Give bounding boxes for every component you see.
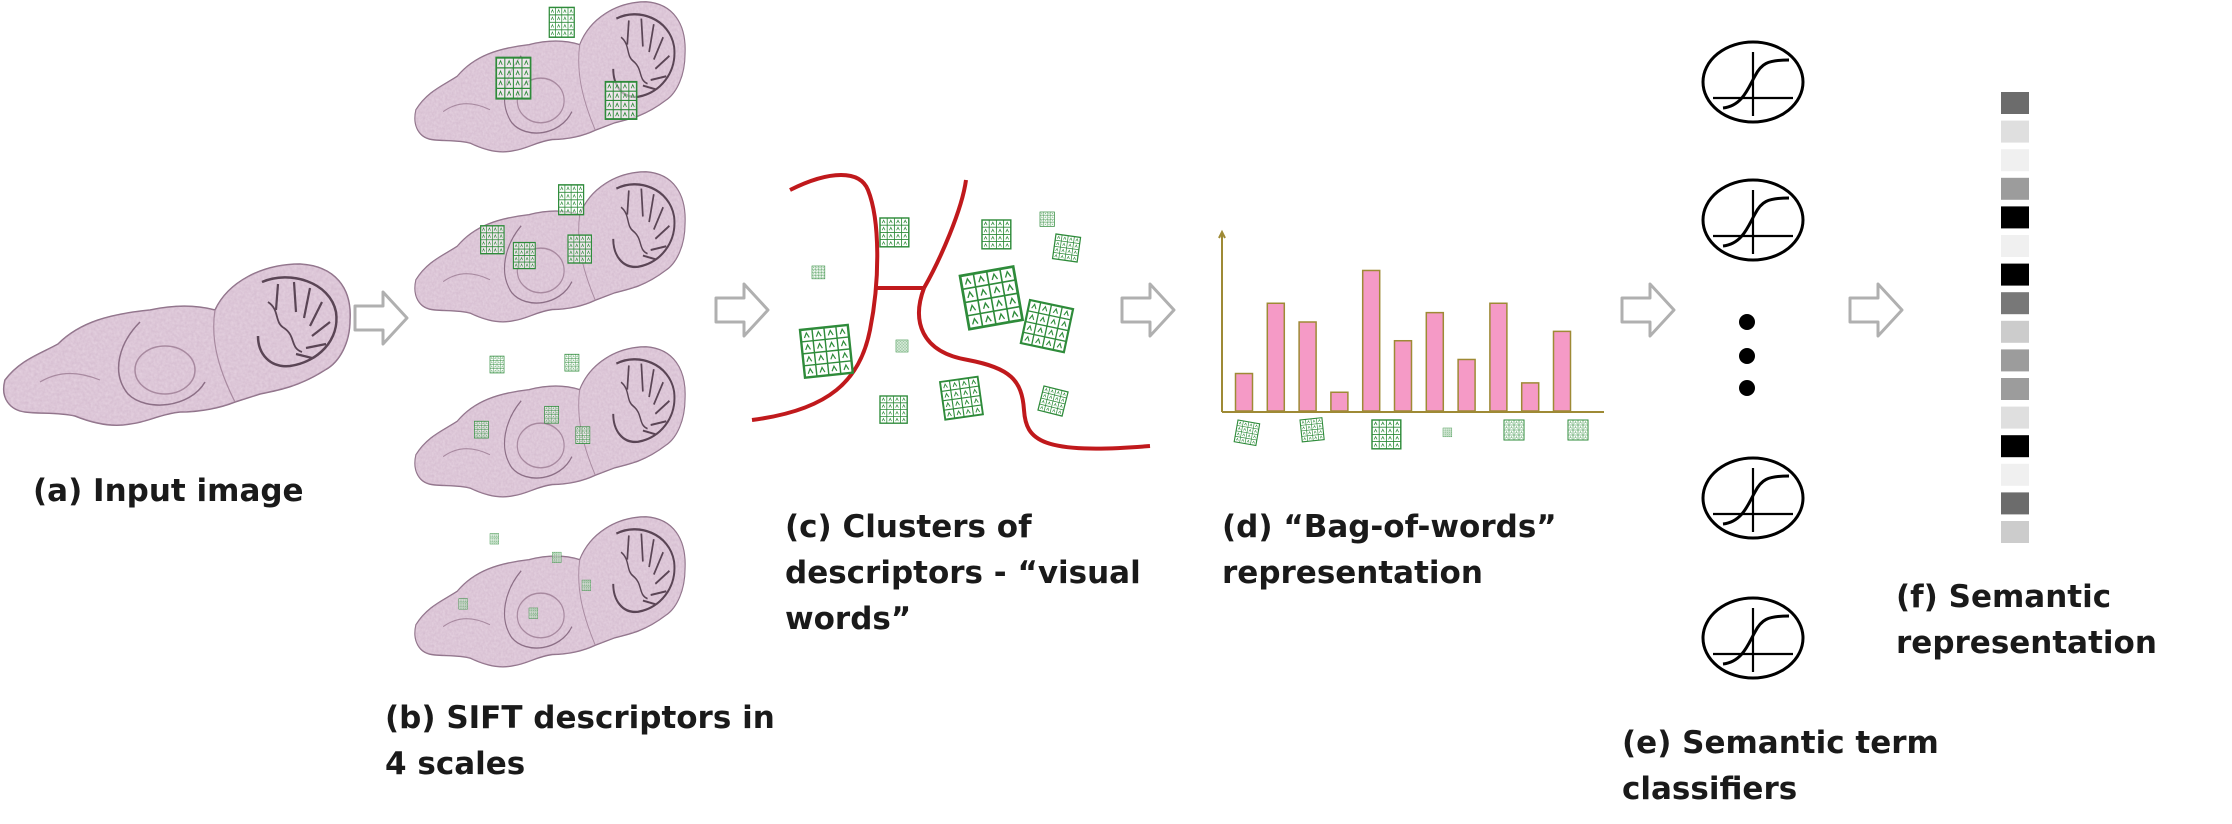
histogram-bar xyxy=(1361,269,1381,412)
sift-scale-4 xyxy=(415,517,685,667)
sift-scale-1 xyxy=(415,2,685,152)
arrow-c-d xyxy=(1120,282,1176,338)
histogram-bar xyxy=(1298,321,1317,412)
arrow-b-c xyxy=(714,282,770,338)
label-semantic-representation: (f) Semantic representation xyxy=(1896,579,2157,661)
classifier-sigmoid-icon xyxy=(1701,178,1805,262)
sift-scale-3 xyxy=(415,347,685,497)
histogram-bar xyxy=(1266,302,1286,412)
vector-cell xyxy=(2001,463,2029,486)
ellipsis-dot xyxy=(1739,314,1755,330)
vector-cell xyxy=(2001,349,2029,372)
bin-descriptor-icons xyxy=(1233,417,1589,450)
cluster-boundary xyxy=(917,287,1151,451)
histogram-bar xyxy=(1425,311,1445,412)
vector-cell xyxy=(2001,406,2029,429)
histogram-bar xyxy=(1234,372,1254,412)
classifier-sigmoid-icon xyxy=(1701,456,1805,540)
vector-cell xyxy=(2001,263,2029,286)
sift-scale-2 xyxy=(415,172,685,322)
vector-cell xyxy=(2001,149,2029,172)
label-classifiers: (e) Semantic term classifiers xyxy=(1622,725,1939,807)
vector-cell xyxy=(2001,320,2029,343)
vector-cell xyxy=(2001,120,2029,143)
vector-cell xyxy=(2001,235,2029,257)
ellipsis-dot xyxy=(1739,348,1755,364)
classifier-sigmoid-icon xyxy=(1701,40,1805,124)
histogram-bar xyxy=(1457,358,1476,412)
semantic-vector xyxy=(2001,92,2029,543)
histogram-bar xyxy=(1393,339,1413,412)
arrow-e-f xyxy=(1848,282,1904,338)
arrow-d-e xyxy=(1620,282,1676,338)
vector-cell xyxy=(2001,292,2029,315)
vector-cell xyxy=(2001,206,2029,229)
semantic-classifiers xyxy=(1701,40,1805,680)
ellipsis-dot xyxy=(1739,380,1755,396)
vector-cell xyxy=(2001,521,2029,543)
cluster-boundary xyxy=(922,179,968,289)
classifier-sigmoid-icon xyxy=(1701,596,1805,680)
histogram-bar xyxy=(1330,391,1349,412)
histogram-bar xyxy=(1552,330,1572,412)
histogram-bar xyxy=(1489,302,1508,412)
vector-cell xyxy=(2001,492,2029,515)
label-input-image: (a) Input image xyxy=(33,473,304,509)
histogram-bar xyxy=(1520,382,1540,412)
vector-cell xyxy=(2001,378,2029,400)
bow-histogram xyxy=(1218,229,1604,450)
arrow-a-b xyxy=(353,290,409,346)
vector-cell xyxy=(2001,92,2029,114)
y-axis-tip xyxy=(1218,229,1226,239)
vector-cell xyxy=(2001,177,2029,200)
vector-cell xyxy=(2001,435,2029,458)
label-bag-of-words: (d) “Bag-of-words” representation xyxy=(1222,509,1557,591)
input-image xyxy=(4,264,350,425)
label-sift-descriptors: (b) SIFT descriptors in 4 scales xyxy=(385,700,775,782)
clusters-panel xyxy=(751,173,1151,451)
label-clusters: (c) Clusters of descriptors - “visual wo… xyxy=(785,509,1141,637)
cluster-boundary xyxy=(751,173,880,422)
